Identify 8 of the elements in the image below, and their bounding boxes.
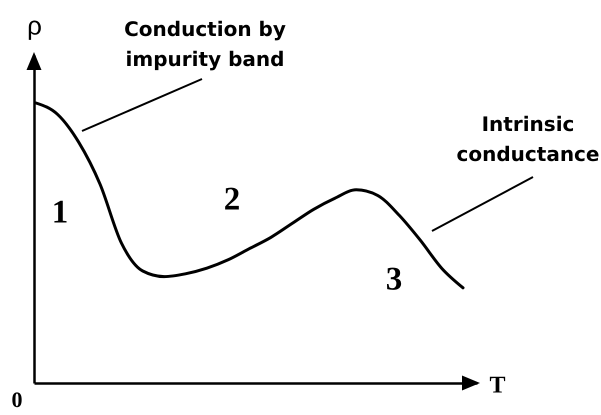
- annotation: 1: [52, 194, 68, 230]
- annotation: Intrinsic conductance: [456, 111, 600, 168]
- text: 0: [12, 387, 22, 412]
- x-axis-title: T: [489, 372, 506, 398]
- y-axis-title: ρ: [27, 10, 42, 40]
- annotation: 3: [386, 262, 402, 298]
- annotation: 2: [224, 182, 240, 218]
- text: Conduction by impurity band: [123, 16, 287, 73]
